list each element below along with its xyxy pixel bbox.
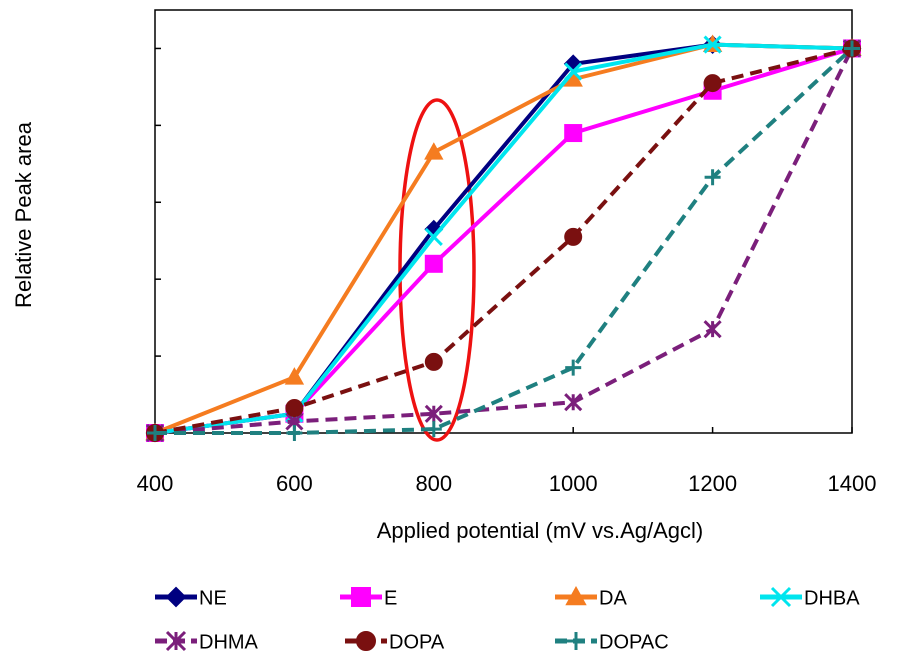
marker <box>424 142 444 160</box>
series-line <box>154 42 853 435</box>
marker-stroke <box>286 425 303 441</box>
x-tick-label: 1200 <box>688 471 737 496</box>
series-line <box>154 42 853 435</box>
marker-stroke <box>147 425 163 441</box>
legend-label: E <box>384 587 397 609</box>
marker <box>564 62 583 81</box>
marker <box>567 632 585 650</box>
series-line <box>154 42 853 435</box>
x-tick-label: 600 <box>276 471 313 496</box>
series-line <box>154 46 853 435</box>
legend-label: DHMA <box>199 631 259 653</box>
x-tick-label: 400 <box>137 471 174 496</box>
marker-stroke <box>770 586 792 608</box>
marker <box>165 630 187 652</box>
marker <box>564 124 583 143</box>
marker-stroke <box>424 404 443 423</box>
marker-stroke <box>425 421 442 438</box>
legend-label: DHBA <box>804 587 860 609</box>
marker <box>424 227 443 246</box>
marker-stroke <box>844 40 860 57</box>
marker <box>424 352 443 371</box>
marker <box>286 425 303 441</box>
legend-label: DOPAC <box>599 631 669 653</box>
marker <box>564 227 583 246</box>
marker <box>704 169 721 186</box>
series-line <box>155 46 854 435</box>
marker <box>165 586 187 608</box>
legend-item: DHMA <box>155 630 259 653</box>
x-tick-label: 1400 <box>828 471 877 496</box>
marker <box>285 399 304 418</box>
series-line <box>154 47 854 435</box>
x-tick-label: 1000 <box>549 471 598 496</box>
marker <box>356 631 376 651</box>
marker-stroke <box>565 359 582 376</box>
marker-stroke <box>567 632 585 650</box>
legend-item: E <box>340 587 397 609</box>
marker-stroke <box>704 169 721 186</box>
marker-stroke <box>703 320 722 339</box>
marker <box>565 585 587 606</box>
legend-label: DOPA <box>389 631 445 653</box>
x-tick-label: 800 <box>415 471 452 496</box>
marker <box>565 359 582 376</box>
marker <box>351 587 371 607</box>
legend-label: DA <box>599 587 627 609</box>
legend-item: DOPA <box>345 631 445 653</box>
marker-stroke <box>165 630 187 652</box>
marker-stroke <box>564 393 583 412</box>
marker-stroke <box>424 227 443 246</box>
marker-stroke <box>703 35 722 54</box>
legend-label: NE <box>199 587 227 609</box>
marker <box>564 393 583 412</box>
series-line <box>154 46 853 435</box>
marker <box>703 74 722 93</box>
marker <box>424 254 443 273</box>
legend-item: DHBA <box>760 586 860 609</box>
marker <box>844 40 860 57</box>
legend-item: DA <box>555 585 627 609</box>
marker-stroke <box>564 62 583 81</box>
marker <box>770 586 792 608</box>
x-axis-label: Applied potential (mV vs.Ag/Agcl) <box>377 518 704 543</box>
plot-frame <box>154 9 853 434</box>
marker <box>703 320 722 339</box>
legend-item: DOPAC <box>555 631 669 653</box>
marker <box>284 367 305 385</box>
marker <box>424 404 443 423</box>
marker <box>703 35 722 54</box>
marker <box>425 421 442 438</box>
y-axis-label: Relative Peak area <box>11 121 36 308</box>
highlight-ellipse <box>398 98 476 442</box>
marker <box>147 425 163 441</box>
legend-item: NE <box>155 586 227 609</box>
